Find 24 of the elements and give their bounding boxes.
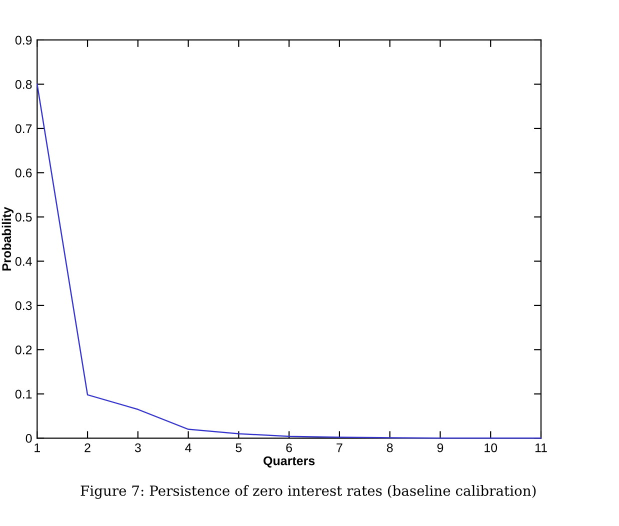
x-tick-label: 8	[386, 443, 393, 452]
y-tick-label: 0.8	[15, 80, 32, 89]
y-tick-label: 0.3	[15, 301, 32, 310]
y-tick-label: 0.5	[15, 212, 32, 222]
y-axis-title: Probability	[2, 206, 14, 271]
caption: Figure 7: Persistence of zero interest rates (baseline calibration)	[80, 485, 536, 499]
y-tick-label: 0	[26, 434, 32, 443]
y-tick-label: 0.7	[15, 124, 32, 134]
x-axis-title: Quarters	[264, 456, 315, 468]
x-tick-label: 1	[34, 443, 40, 452]
x-tick-label: 11	[535, 443, 547, 452]
x-tick-label: 2	[84, 443, 90, 452]
y-tick-label: 0.6	[15, 168, 32, 178]
y-tick-label: 0.4	[15, 256, 32, 266]
x-tick-label: 6	[286, 443, 292, 452]
x-tick-label: 4	[185, 443, 192, 452]
y-tick-label: 0.2	[15, 345, 32, 354]
x-tick-label: 5	[236, 443, 242, 452]
x-tick-label: 3	[134, 443, 141, 452]
x-tick-label: 7	[336, 443, 342, 452]
x-tick-label: 10	[484, 443, 498, 452]
y-tick-label: 0.9	[15, 36, 32, 45]
x-tick-label: 9	[437, 443, 444, 452]
y-tick-label: 0.1	[15, 390, 32, 399]
